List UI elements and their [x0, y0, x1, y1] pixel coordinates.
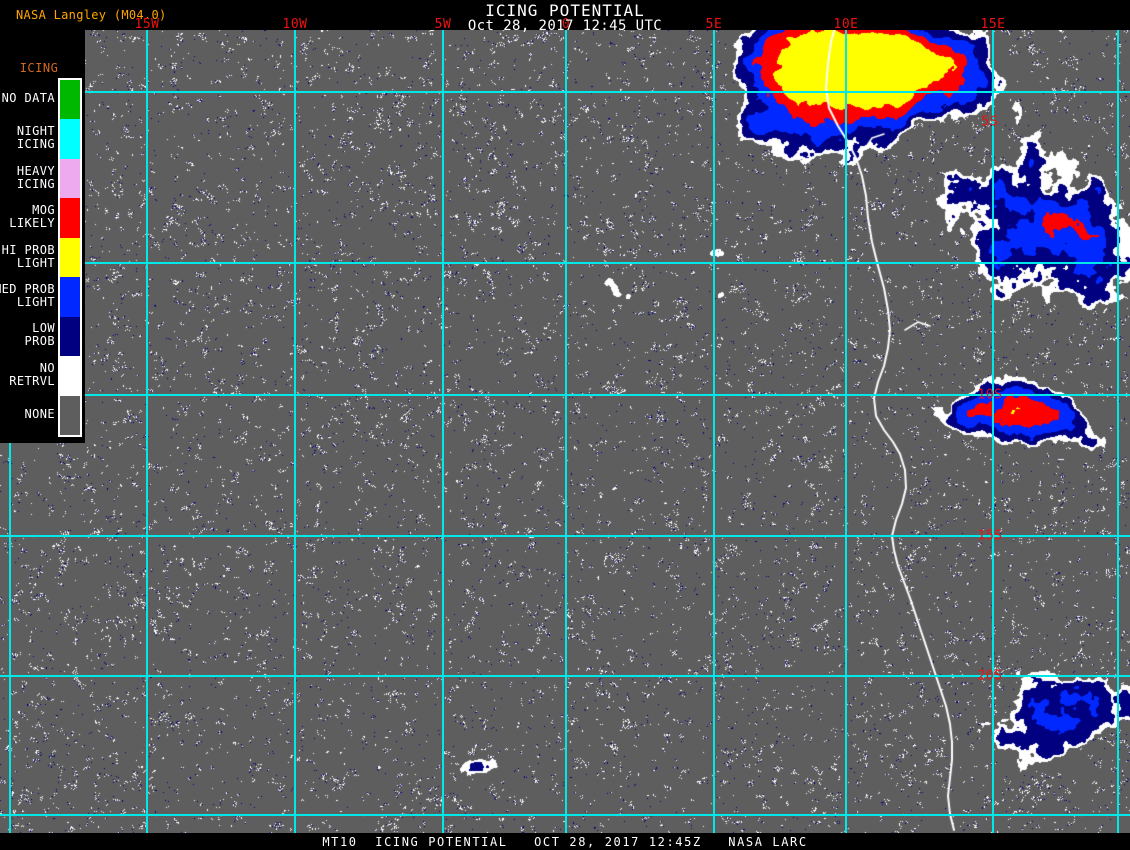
- legend-swatch-0: [60, 80, 80, 120]
- gridline-parallel-0: [0, 91, 1130, 93]
- legend-label-7: NO RETRVL: [9, 360, 55, 388]
- footer-bar: MT10 ICING POTENTIAL OCT 28, 2017 12:45Z…: [0, 833, 1130, 850]
- gridline-parallel-1: [0, 262, 1130, 264]
- legend-swatch-6: [60, 316, 80, 357]
- gridline-meridian-8: [1117, 30, 1119, 833]
- footer-status-text: MT10 ICING POTENTIAL OCT 28, 2017 12:45Z…: [322, 835, 808, 849]
- legend-label-8: NONE: [24, 406, 55, 421]
- legend-label-4: HI PROB LIGHT: [1, 242, 55, 270]
- lon-label-5W: 5W: [434, 17, 452, 32]
- legend-swatch-2: [60, 158, 80, 199]
- legend-label-3: MOG LIKELY: [9, 203, 55, 231]
- gridline-meridian-6: [845, 30, 847, 833]
- lat-label-10S: 10S: [977, 387, 1003, 403]
- legend-swatch-5: [60, 277, 80, 317]
- legend-swatch-1: [60, 119, 80, 159]
- lon-label-0: 0: [561, 17, 571, 32]
- legend-label-1: NIGHT ICING: [16, 124, 55, 152]
- lon-label-10E: 10E: [833, 17, 859, 32]
- legend-label-2: HEAVY ICING: [16, 163, 55, 191]
- legend-swatch-3: [60, 198, 80, 238]
- header-bar: NASA Langley (M04.0) ICING POTENTIAL 15W…: [0, 0, 1130, 34]
- gridline-parallel-2: [0, 394, 1130, 396]
- legend-swatch-8: [60, 395, 80, 435]
- lat-label-20S: 20S: [977, 668, 1003, 684]
- gridline-meridian-4: [565, 30, 567, 833]
- gridline-parallel-5: [0, 814, 1130, 816]
- legend-label-0: NO DATA: [1, 91, 55, 106]
- legend-title: ICING: [19, 61, 59, 75]
- gridline-parallel-4: [0, 675, 1130, 677]
- page-title: ICING POTENTIAL: [485, 1, 645, 20]
- lat-label-5S: 5S: [981, 114, 999, 130]
- gridline-meridian-1: [146, 30, 148, 833]
- legend-swatch-4: [60, 237, 80, 278]
- satellite-map[interactable]: 5S 10S 15S 20S: [0, 30, 1130, 833]
- legend-label-5: MED PROB LIGHT: [0, 281, 55, 309]
- legend-panel: ICING NO DATA NIGHT ICING HEAVY ICING MOG L…: [0, 30, 85, 443]
- legend-swatch-7: [60, 356, 80, 396]
- nasa-langley-credit: NASA Langley (M04.0): [16, 8, 167, 22]
- gridline-meridian-7: [992, 30, 994, 833]
- legend-color-bar: [58, 78, 82, 437]
- timestamp-subtitle: Oct 28, 2017 12:45 UTC: [467, 18, 663, 34]
- gridline-meridian-3: [442, 30, 444, 833]
- legend-label-6: LOW PROB: [24, 321, 55, 349]
- lon-label-10W: 10W: [282, 17, 308, 32]
- gridline-parallel-3: [0, 535, 1130, 537]
- gridline-meridian-2: [294, 30, 296, 833]
- lon-label-15W: 15W: [134, 17, 160, 32]
- gridline-meridian-5: [713, 30, 715, 833]
- lat-label-15S: 15S: [977, 528, 1003, 544]
- lon-label-5E: 5E: [705, 17, 723, 32]
- lon-label-15E: 15E: [980, 17, 1006, 32]
